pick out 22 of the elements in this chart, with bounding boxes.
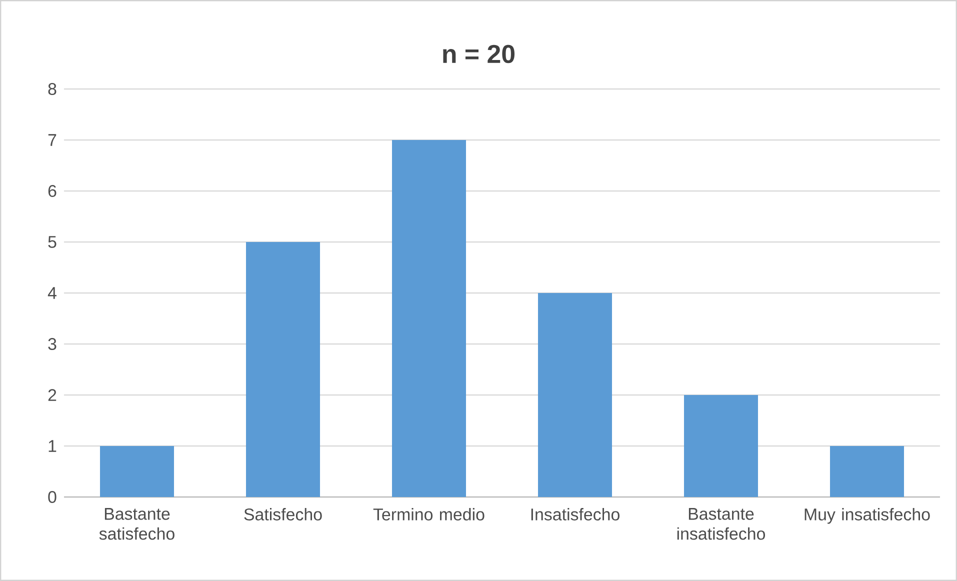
x-tick-label: Termino medio [373, 508, 484, 520]
y-tick-label: 7 [48, 134, 56, 146]
y-tick-label: 0 [48, 491, 56, 503]
x-tick-label: Insatisfecho [531, 508, 620, 520]
x-tick-label: Bastante satisfecho [99, 508, 174, 540]
y-tick-label: 4 [48, 287, 56, 299]
y-tick-label: 1 [48, 440, 56, 452]
x-tick-label: Bastante insatisfecho [677, 508, 766, 540]
bar [538, 293, 612, 497]
bar [392, 140, 466, 497]
x-tick-label: Muy insatisfecho [804, 508, 930, 524]
bar [684, 395, 758, 497]
y-tick-label: 6 [48, 185, 56, 197]
bar [246, 242, 320, 497]
y-tick-label: 2 [48, 389, 56, 401]
bar [100, 446, 174, 497]
y-tick-label: 3 [48, 338, 56, 350]
bar [830, 446, 904, 497]
y-tick-label: 8 [48, 83, 56, 95]
x-tick-label: Satisfecho [244, 508, 322, 520]
chart-title: n = 20 [443, 44, 515, 64]
y-tick-label: 5 [48, 236, 56, 248]
